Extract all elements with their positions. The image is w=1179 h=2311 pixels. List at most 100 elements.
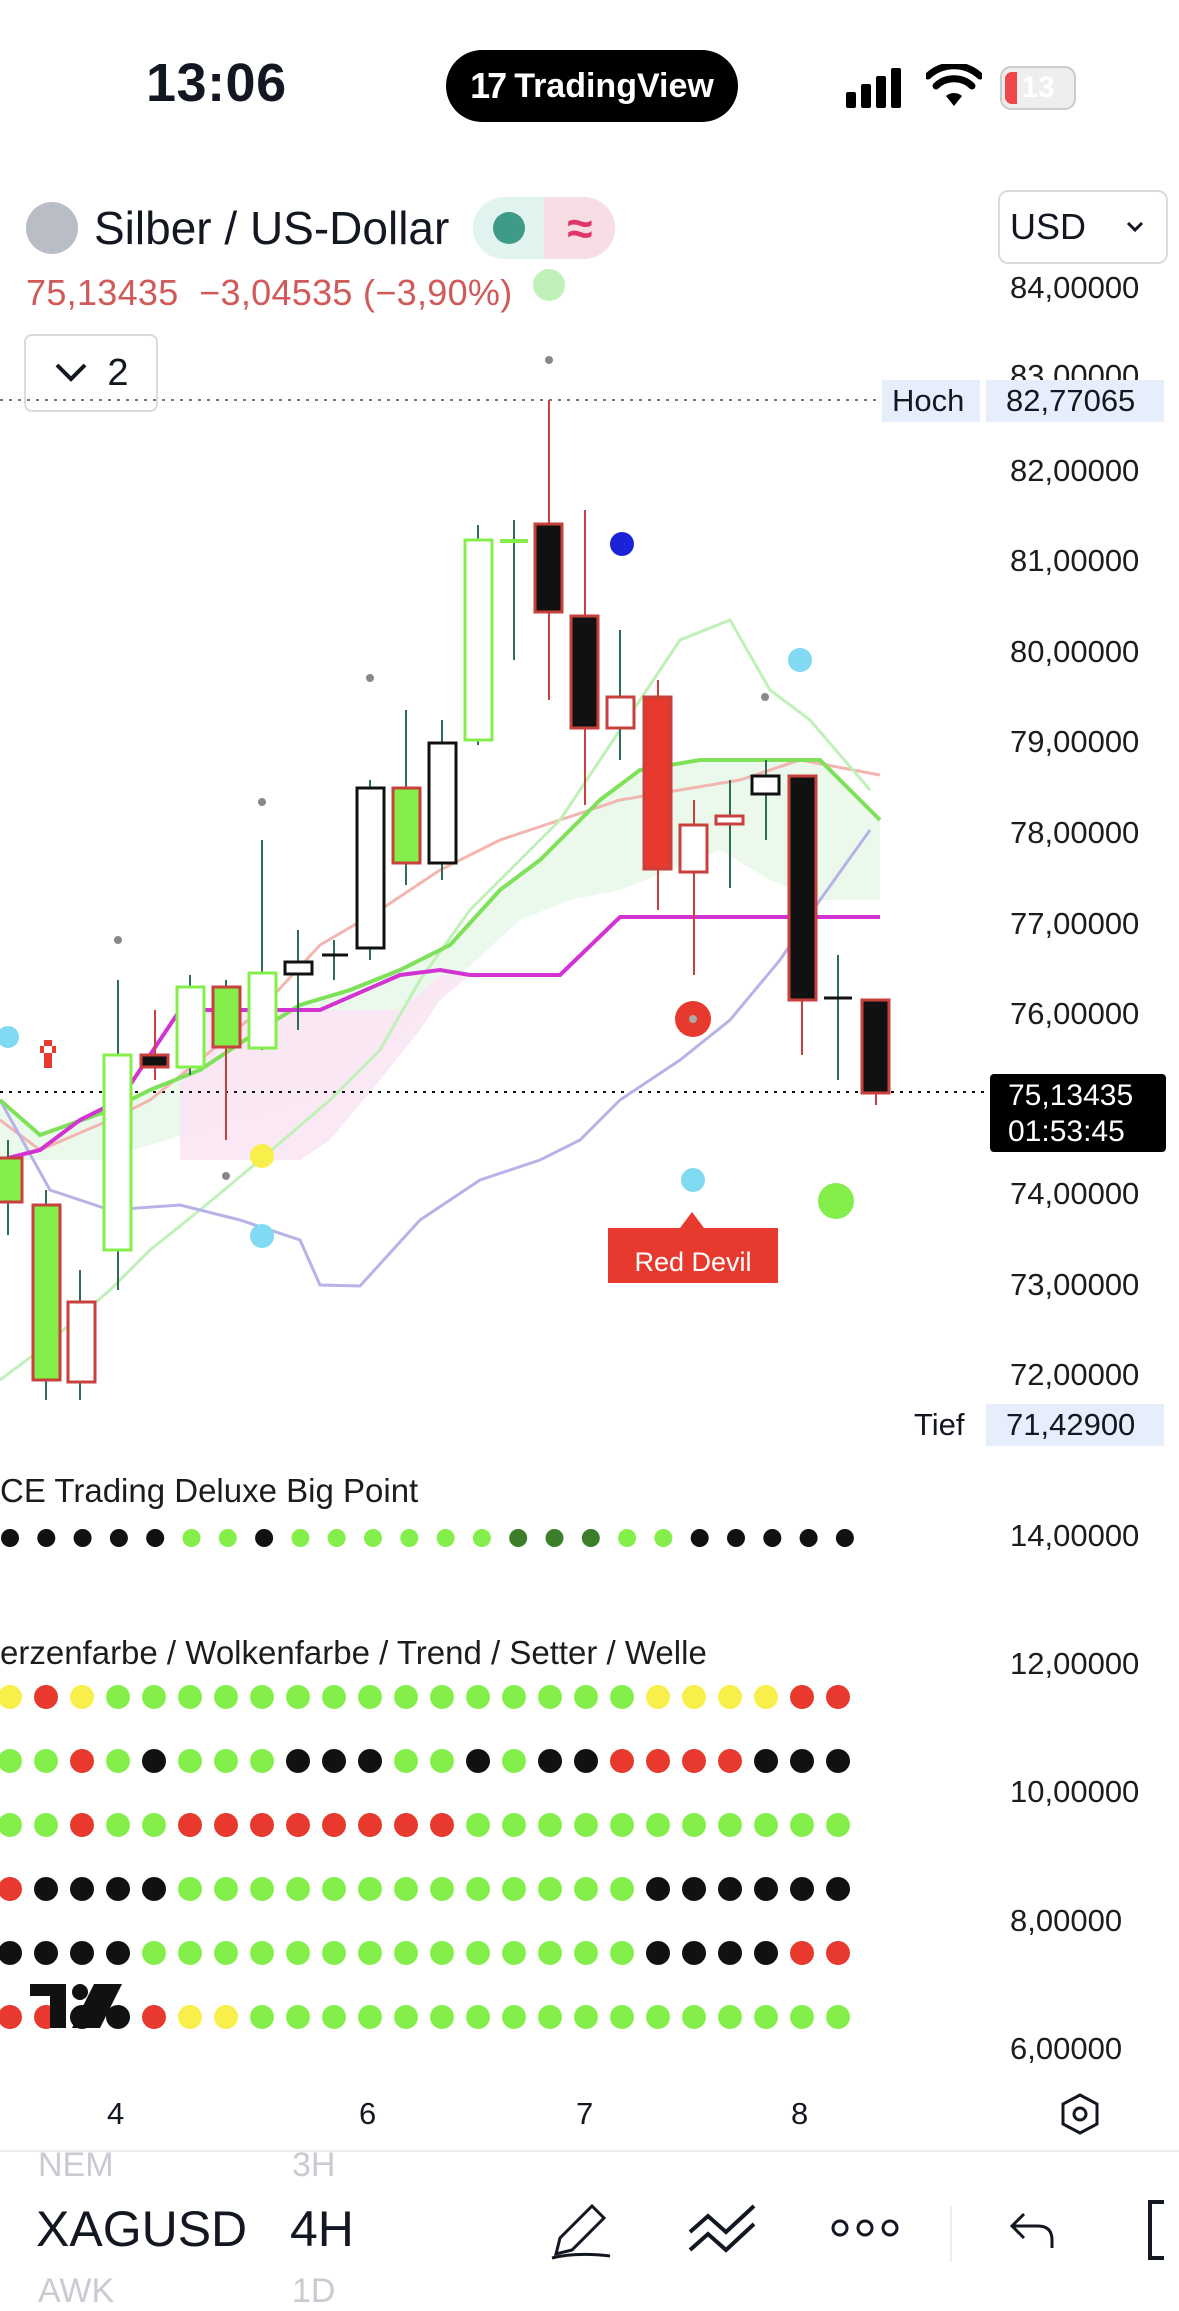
indicator-dot [610, 1813, 634, 1837]
drawing-tools-icon[interactable] [686, 2198, 760, 2262]
next-symbol[interactable]: AWK [38, 2272, 115, 2310]
indicator-dot [70, 1813, 94, 1837]
candle-countdown: 01:53:45 [1008, 1115, 1125, 1148]
undo-icon[interactable] [1008, 2208, 1058, 2252]
more-options-icon[interactable] [830, 2216, 900, 2240]
panel-scale: 10,00000 [1010, 1774, 1140, 1809]
lagging-span [0, 618, 872, 1382]
tradingview-pill[interactable]: 17 TradingView [446, 50, 738, 122]
indicator-count: 2 [107, 351, 129, 394]
indicator-dot [394, 2005, 418, 2029]
indicator-dot [214, 1813, 238, 1837]
bigpoint-dot [727, 1529, 745, 1547]
bigpoint-dot [690, 1529, 709, 1547]
market-status-pill[interactable]: ≈ [473, 197, 616, 259]
indicator-dot [34, 1749, 58, 1773]
pen-drawing-icon[interactable] [546, 2198, 616, 2262]
indicator-dot [142, 2005, 166, 2029]
indicator-dot [502, 1813, 526, 1837]
last-price: 75,13435 [26, 272, 179, 313]
senkou-a [0, 758, 882, 1138]
indicator-dot [106, 1749, 130, 1773]
indicator-dot [502, 1685, 526, 1709]
indicator-dot [718, 1685, 742, 1709]
indicator-dot [142, 1877, 166, 1901]
date-tick: 4 [107, 2096, 125, 2131]
next-timeframe[interactable]: 1D [292, 2272, 336, 2310]
prev-symbol[interactable]: NEM [38, 2146, 114, 2184]
bigpoint-dot [291, 1529, 310, 1547]
indicator-dot [142, 1813, 166, 1837]
indicator-dot [250, 1813, 274, 1837]
panel-scale: 14,00000 [1010, 1518, 1140, 1553]
indicator-dot [322, 1877, 346, 1901]
indicator-dot [610, 2005, 634, 2029]
bigpoint-dot [364, 1529, 382, 1547]
signal-icon [846, 68, 901, 108]
multi-indicator-dot-rows [0, 1685, 850, 2029]
indicator-dot [466, 2005, 490, 2029]
multi-indicator-panel-title[interactable]: erzenfarbe / Wolkenfarbe / Trend / Sette… [0, 1634, 707, 1671]
indicator-dot [358, 1749, 382, 1773]
indicator-dot [286, 2005, 310, 2029]
indicator-dot [790, 1941, 814, 1965]
indicator-dot [718, 2005, 742, 2029]
indicator-dot [466, 1941, 490, 1965]
indicator-dot [574, 1813, 598, 1837]
tradingview-watermark-icon [30, 1984, 122, 2028]
bigpoint-panel-title[interactable]: CE Trading Deluxe Big Point [0, 1472, 419, 1509]
high-value: 82,77065 [986, 380, 1164, 422]
panel-scale: 8,00000 [1010, 1903, 1123, 1938]
wifi-icon [926, 64, 982, 106]
symbol-header[interactable]: Silber / US-Dollar ≈ [26, 196, 616, 260]
indicator-dot [0, 1813, 22, 1837]
indicator-dot [538, 1877, 562, 1901]
bigpoint-dot [73, 1529, 92, 1547]
indicator-dot [0, 1877, 22, 1901]
indicator-dot [430, 1941, 454, 1965]
indicator-dot [718, 1941, 742, 1965]
current-price-value: 75,13435 [1008, 1079, 1134, 1112]
indicator-dot [70, 1941, 94, 1965]
currency-select[interactable]: USD [998, 190, 1168, 264]
indicator-dot [70, 1685, 94, 1709]
bigpoint-dot [654, 1529, 673, 1547]
indicator-dot [646, 1877, 670, 1901]
bigpoint-dot [509, 1529, 528, 1547]
indicator-dot [718, 1749, 742, 1773]
indicator-dot [826, 1877, 850, 1901]
indicator-dot [826, 2005, 850, 2029]
indicator-dot [610, 1685, 634, 1709]
indicator-dot [322, 1749, 346, 1773]
indicator-dot [178, 2005, 202, 2029]
indicator-dot [214, 1685, 238, 1709]
indicator-dot [646, 1941, 670, 1965]
indicator-dot [430, 1877, 454, 1901]
symbol-picker[interactable]: XAGUSD [36, 2201, 248, 2257]
indicator-dot [610, 1877, 634, 1901]
indicator-dot [250, 1749, 274, 1773]
silver-logo-icon [26, 202, 78, 254]
bigpoint-dot [545, 1529, 564, 1547]
indicator-dot [754, 1813, 778, 1837]
indicator-dot [466, 1813, 490, 1837]
indicator-dot [646, 1813, 670, 1837]
indicator-dot [322, 1941, 346, 1965]
price-tick: 83,00000 [1010, 358, 1140, 380]
bigpoint-dot-row [1, 1529, 854, 1547]
prev-timeframe[interactable]: 3H [292, 2146, 336, 2184]
indicator-dot [322, 2005, 346, 2029]
price-tick: 81,00000 [1010, 543, 1140, 578]
indicator-dot [34, 1813, 58, 1837]
bigpoint-dot [327, 1529, 346, 1547]
timeframe-picker[interactable]: 4H [290, 2201, 354, 2257]
low-value: 71,42900 [986, 1404, 1164, 1446]
fullscreen-icon[interactable] [1144, 2198, 1179, 2262]
indicator-dot [430, 1685, 454, 1709]
indicator-dot [430, 1749, 454, 1773]
price-tick: 77,00000 [1010, 906, 1140, 941]
price-chart[interactable]: Red Devil [0, 260, 990, 1400]
market-open-icon [492, 212, 525, 244]
chart-settings-icon[interactable] [1058, 2092, 1102, 2136]
indicator-dot [106, 1813, 130, 1837]
